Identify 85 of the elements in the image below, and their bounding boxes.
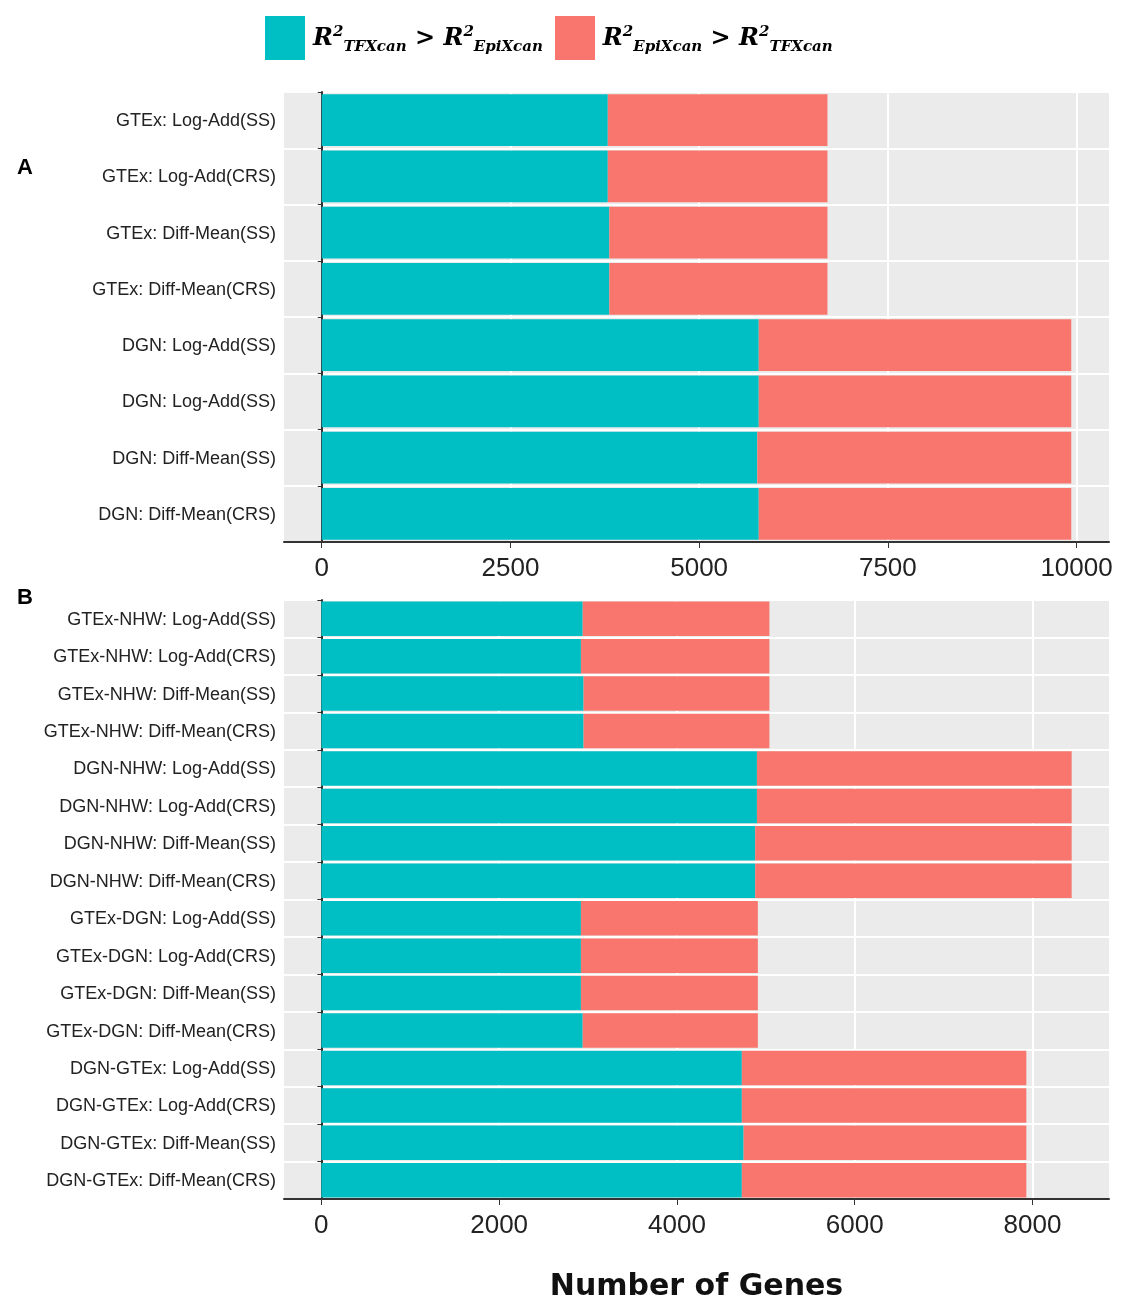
- x-tick-label: 5000: [670, 552, 729, 582]
- x-tick-label: 10000: [1040, 552, 1113, 582]
- x-tick-label: 4000: [648, 1209, 706, 1239]
- y-tick-label: GTEx-DGN: Log-Add(CRS): [55, 945, 276, 966]
- text: B: [17, 583, 33, 609]
- bar: [756, 751, 1072, 786]
- y-tick-label: GTEx-DGN: Diff-Mean(CRS): [46, 1020, 276, 1041]
- y-tick-label: GTEx: Diff-Mean(CRS): [92, 278, 276, 299]
- bar: [321, 788, 757, 824]
- bar: [580, 638, 770, 674]
- bar: [321, 263, 610, 315]
- bar: [321, 1013, 583, 1048]
- bar: [321, 601, 583, 636]
- bar: [321, 1088, 742, 1123]
- bar: [580, 938, 758, 973]
- bar: [607, 150, 828, 203]
- bar: [609, 206, 828, 259]
- y-tick-label: GTEx-NHW: Diff-Mean(CRS): [43, 721, 276, 742]
- x-tick-label: 7500: [858, 552, 917, 582]
- bar: [607, 94, 828, 146]
- bar: [321, 863, 756, 898]
- y-tick-label: DGN-GTEx: Log-Add(CRS): [55, 1095, 276, 1116]
- y-tick-label: DGN-NHW: Log-Add(CRS): [59, 795, 276, 816]
- bar: [741, 1163, 1027, 1198]
- bar: [758, 319, 1072, 371]
- x-tick-label: 0: [314, 1209, 329, 1239]
- y-tick-label: DGN-NHW: Diff-Mean(SS): [63, 833, 276, 854]
- y-tick-label: DGN: Log-Add(SS): [121, 335, 276, 356]
- bar: [321, 431, 758, 484]
- bar: [321, 319, 759, 371]
- bar: [758, 488, 1072, 540]
- bar: [321, 206, 610, 259]
- bar: [756, 788, 1072, 824]
- bar: [583, 676, 770, 711]
- y-tick-label: GTEx-NHW: Log-Add(CRS): [53, 646, 276, 667]
- bar: [741, 1050, 1027, 1086]
- bar: [321, 1050, 742, 1086]
- bar: [757, 431, 1072, 484]
- bar: [321, 713, 584, 749]
- y-tick-label: DGN-GTEx: Diff-Mean(CRS): [46, 1170, 276, 1191]
- y-tick-label: DGN: Log-Add(SS): [121, 391, 276, 412]
- y-tick-label: GTEx: Log-Add(SS): [115, 110, 276, 131]
- bar: [758, 375, 1072, 428]
- bar: [755, 826, 1072, 861]
- bar: [741, 1088, 1027, 1123]
- y-tick-label: GTEx: Log-Add(CRS): [101, 166, 276, 187]
- y-tick-label: GTEx-NHW: Log-Add(SS): [67, 608, 276, 629]
- x-axis-title: Number of Genes: [549, 1266, 844, 1302]
- bar: [321, 375, 759, 428]
- bar: [321, 938, 581, 973]
- bar: [321, 901, 581, 936]
- bar: [580, 975, 758, 1011]
- y-tick-label: DGN: Diff-Mean(CRS): [98, 503, 276, 524]
- y-tick-label: DGN-NHW: Diff-Mean(CRS): [49, 870, 276, 891]
- x-tick-label: 8000: [1003, 1209, 1062, 1239]
- bar: [321, 751, 757, 786]
- y-tick-label: GTEx-NHW: Diff-Mean(SS): [57, 683, 276, 704]
- bar: [583, 713, 770, 749]
- y-tick-label: DGN-GTEx: Diff-Mean(SS): [60, 1132, 276, 1153]
- bar: [609, 263, 828, 315]
- y-tick-label: DGN-NHW: Log-Add(SS): [73, 758, 276, 779]
- bar: [321, 676, 584, 711]
- bar: [321, 488, 759, 540]
- bar: [582, 1013, 758, 1048]
- bar: [321, 94, 608, 146]
- x-tick-label: 0: [314, 552, 329, 582]
- y-tick-label: GTEx-DGN: Diff-Mean(SS): [60, 983, 276, 1004]
- bar: [321, 1125, 744, 1161]
- text: A: [17, 153, 33, 179]
- x-tick-label: 6000: [825, 1209, 884, 1239]
- x-tick-label: 2500: [481, 552, 540, 582]
- bar: [580, 901, 758, 936]
- bar: [321, 638, 581, 674]
- y-tick-label: GTEx-DGN: Log-Add(SS): [69, 908, 276, 929]
- bar: [321, 150, 608, 203]
- x-tick-label: 2000: [470, 1209, 529, 1239]
- bar: [321, 1163, 742, 1198]
- bar: [743, 1125, 1027, 1161]
- bar: [755, 863, 1072, 898]
- y-tick-label: DGN: Diff-Mean(SS): [112, 447, 276, 468]
- bar: [321, 975, 581, 1011]
- y-tick-label: DGN-GTEx: Log-Add(SS): [69, 1057, 276, 1078]
- bar: [582, 601, 770, 636]
- y-tick-label: GTEx: Diff-Mean(SS): [106, 222, 276, 243]
- bar: [321, 826, 756, 861]
